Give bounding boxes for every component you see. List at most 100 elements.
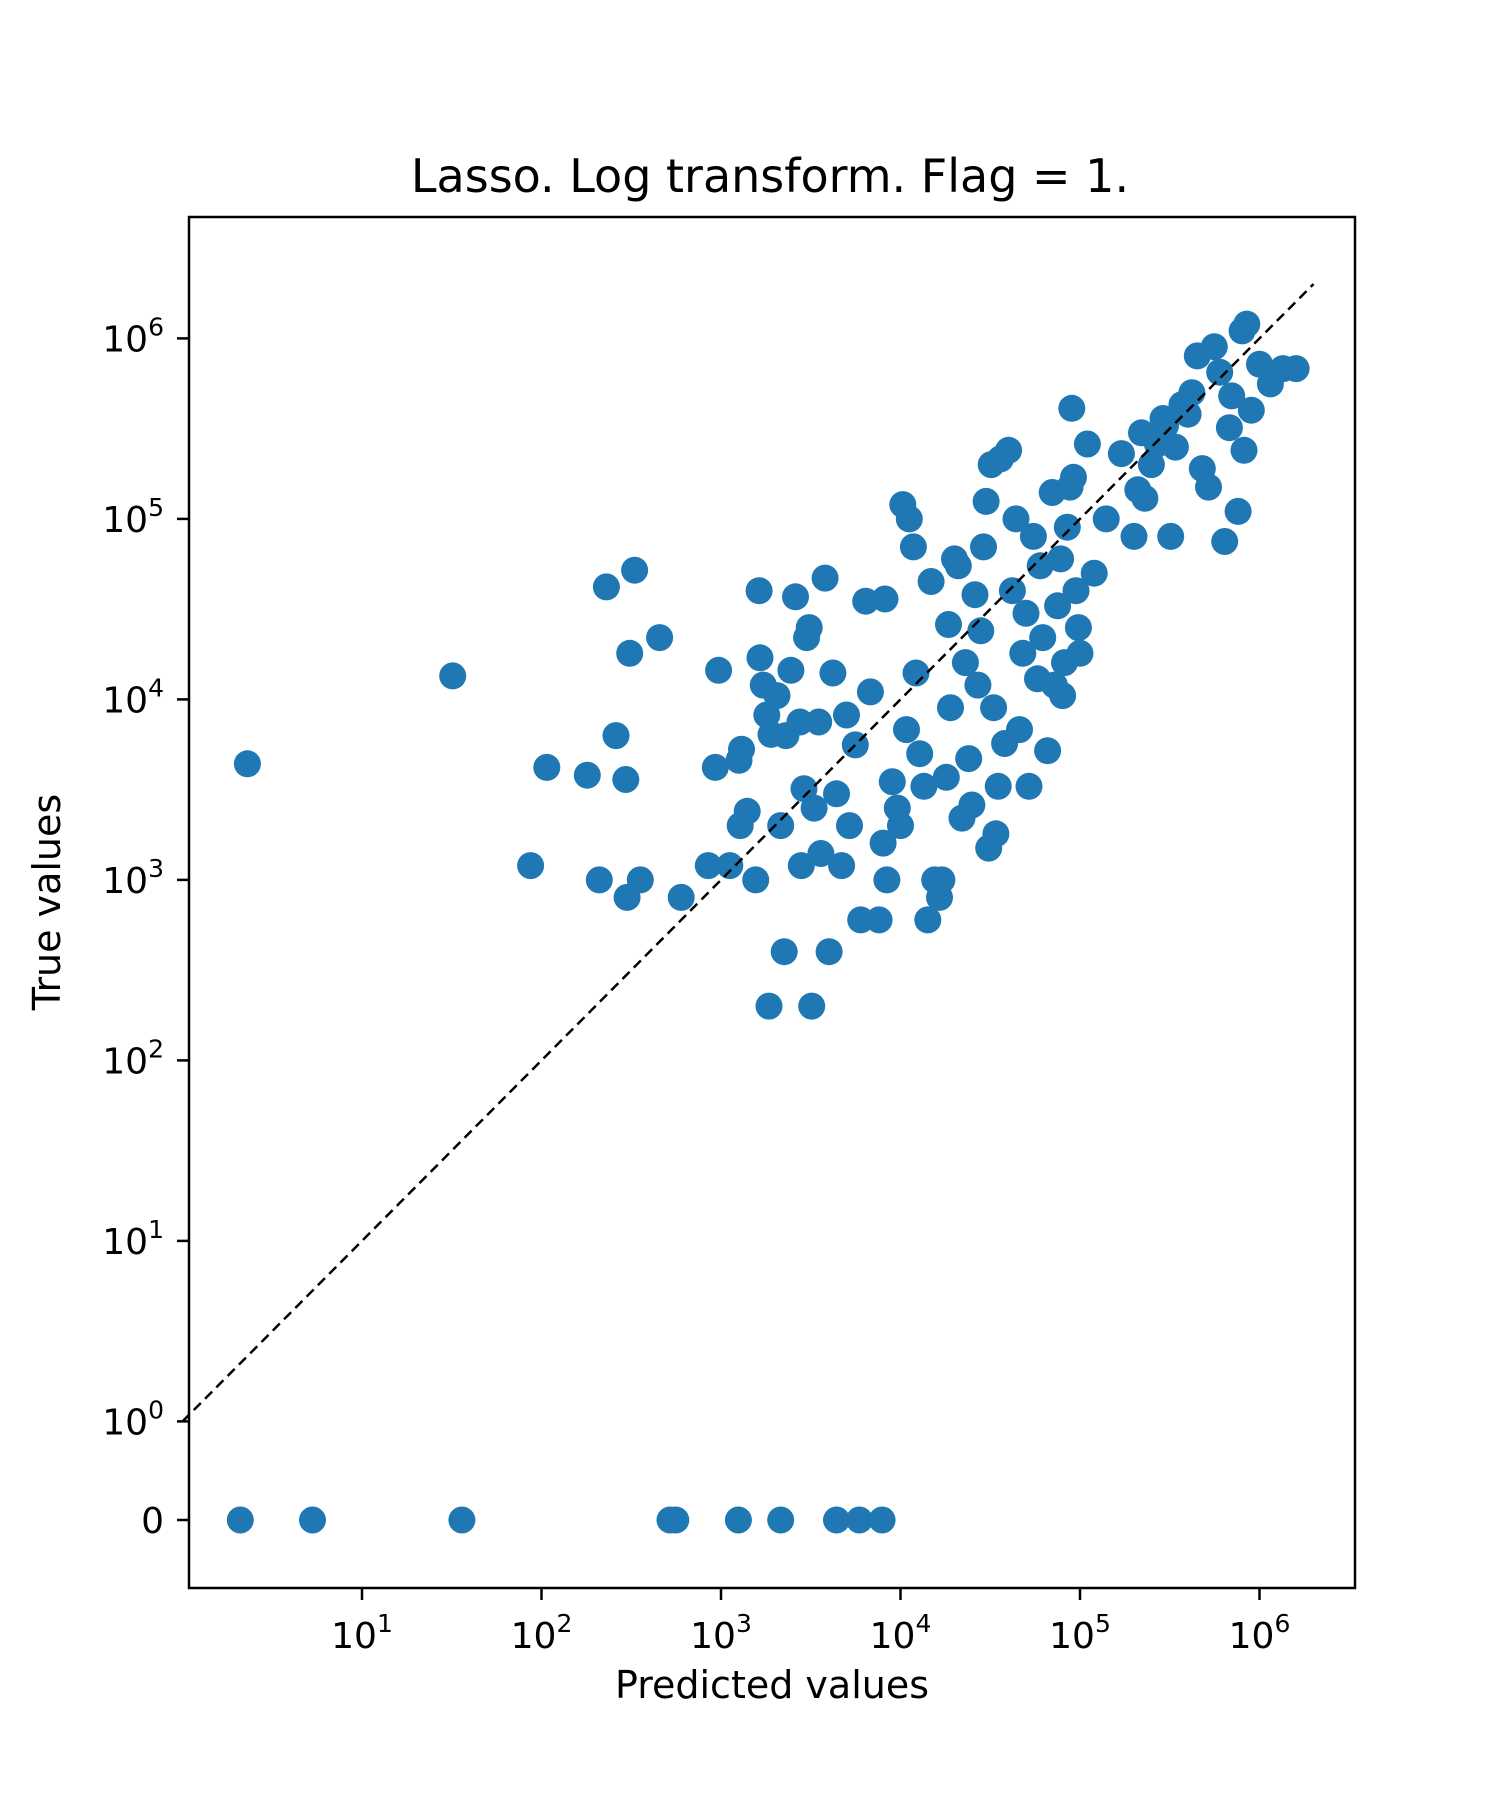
scatter-point: [517, 852, 545, 880]
scatter-point: [961, 581, 989, 609]
plot-area: [181, 215, 1357, 1590]
scatter-point: [935, 611, 962, 638]
scatter-point: [998, 577, 1026, 605]
scatter-point: [895, 505, 923, 533]
scatter-point: [667, 883, 695, 911]
x-tick-label: 105: [1049, 1609, 1111, 1657]
scatter-point: [937, 694, 964, 722]
scatter-point: [899, 533, 927, 561]
scatter-point: [865, 906, 893, 934]
scatter-point: [585, 866, 613, 894]
scatter-point: [1211, 528, 1239, 555]
y-tick-label: 101: [102, 1215, 164, 1263]
scatter-point: [1058, 394, 1086, 422]
scatter-point: [439, 662, 467, 690]
y-tick-label: 103: [102, 854, 164, 902]
scatter-point: [233, 750, 261, 778]
scatter-point: [819, 659, 847, 687]
scatter-point: [970, 533, 997, 561]
scatter-point: [811, 564, 839, 592]
scatter-point: [1002, 505, 1030, 533]
scatter-point: [845, 1506, 873, 1534]
x-tick-label: 103: [690, 1609, 752, 1657]
scatter-point: [887, 812, 914, 840]
x-axis-ticks: 101 102 103 104 105 106: [331, 1588, 1290, 1657]
scatter-point: [878, 768, 906, 796]
scatter-point: [984, 772, 1012, 800]
scatter-point: [869, 829, 897, 857]
scatter-point: [1195, 473, 1222, 501]
scatter-point: [448, 1506, 476, 1534]
scatter-point: [592, 573, 620, 601]
scatter-point: [1120, 522, 1148, 550]
scatter-point: [728, 735, 755, 763]
scatter-point: [964, 671, 992, 699]
scatter-point: [733, 797, 761, 825]
scatter-point: [763, 682, 791, 710]
scatter-point: [823, 780, 850, 808]
scatter-point: [755, 992, 783, 1020]
scatter-point: [995, 436, 1023, 464]
scatter-point: [533, 753, 561, 781]
x-tick-label: 104: [870, 1609, 932, 1657]
scatter-point: [602, 722, 630, 750]
scatter-point: [770, 938, 798, 966]
scatter-point: [1062, 577, 1090, 605]
scatter-point: [1066, 639, 1094, 667]
scatter-point: [746, 644, 774, 672]
scatter-point: [902, 659, 930, 687]
y-tick-label: 104: [102, 673, 164, 721]
scatter-point: [928, 866, 956, 894]
scatter-point: [701, 753, 729, 781]
scatter-point: [932, 763, 960, 791]
scatter-point: [612, 766, 640, 793]
scatter-point: [798, 992, 826, 1020]
scatter-point: [1131, 484, 1159, 512]
y-tick-label: 100: [102, 1395, 164, 1443]
scatter-point: [856, 678, 884, 706]
scatter-point: [724, 1506, 752, 1534]
scatter-point: [1230, 436, 1258, 464]
scatter-point: [1073, 430, 1101, 458]
y-axis-ticks: 0 100 101 102 103 104 105 106: [102, 312, 189, 1542]
scatter-point: [823, 1506, 850, 1534]
scatter-point: [1047, 545, 1075, 573]
scatter-point: [795, 614, 823, 642]
scatter-point: [716, 852, 744, 880]
scatter-point: [1026, 552, 1054, 580]
scatter-point: [1044, 592, 1072, 620]
scatter-point: [786, 708, 814, 736]
scatter-point: [893, 716, 920, 744]
scatter-point: [868, 1506, 896, 1534]
scatter-point: [807, 840, 835, 867]
scatter-point: [745, 577, 773, 605]
scatter-point: [1246, 350, 1273, 378]
scatter-point: [967, 617, 995, 645]
scatter-point: [1029, 624, 1057, 652]
scatter-point: [616, 639, 644, 667]
scatter-point: [1224, 497, 1252, 525]
scatter-point: [1034, 737, 1062, 765]
scatter-point: [1064, 614, 1092, 642]
scatter-point: [1200, 333, 1228, 361]
scatter-point: [1152, 411, 1180, 439]
scatter-point: [787, 852, 815, 880]
scatter-point: [980, 694, 1008, 722]
scatter-point: [1161, 433, 1189, 461]
scatter-point: [573, 761, 601, 789]
plot-frame: [187, 215, 1357, 1590]
scatter-point: [836, 812, 863, 840]
scatter-point: [805, 708, 833, 736]
x-tick-label: 102: [511, 1609, 573, 1657]
x-axis-label: Predicted values: [615, 1663, 929, 1707]
scatter-point: [972, 487, 1000, 515]
scatter-point: [914, 906, 942, 934]
scatter-point: [694, 852, 722, 880]
y-axis-label: True values: [25, 794, 69, 1011]
scatter-point: [705, 656, 733, 684]
scatter-point: [782, 583, 809, 611]
scatter-point: [917, 568, 945, 595]
scatter-point: [1049, 682, 1077, 710]
scatter-point: [767, 812, 795, 840]
